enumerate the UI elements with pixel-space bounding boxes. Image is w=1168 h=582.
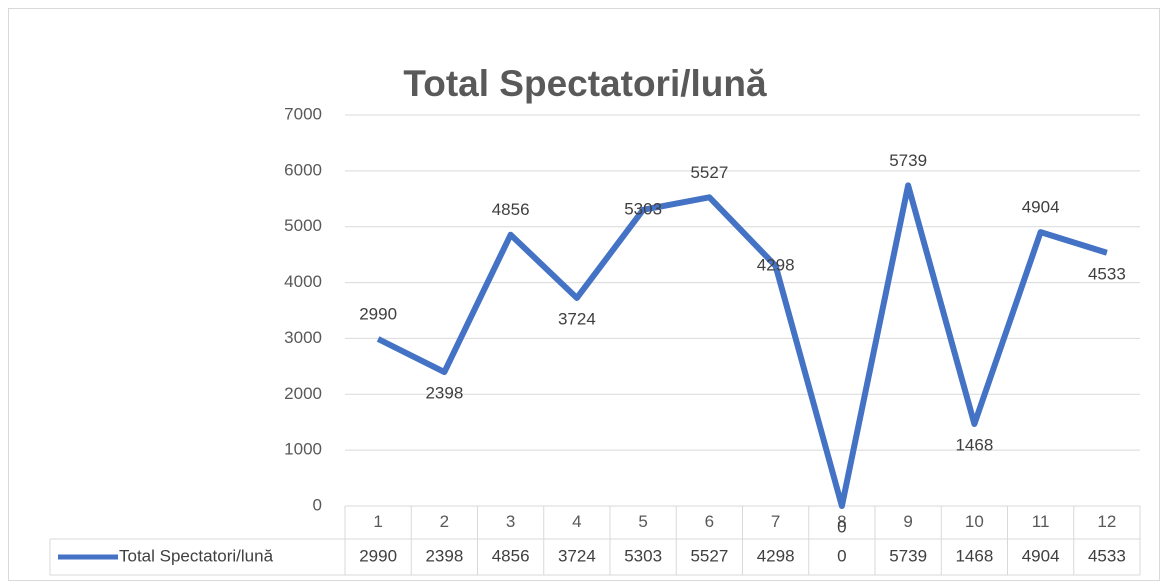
table-value: 2990 (359, 546, 397, 565)
table-value: 4298 (757, 546, 795, 565)
x-tick-label: 7 (771, 512, 780, 531)
table-value: 4904 (1022, 546, 1060, 565)
x-tick-label: 5 (638, 512, 647, 531)
legend-label: Total Spectatori/lună (119, 546, 274, 565)
x-tick-label: 6 (705, 512, 714, 531)
data-label: 5739 (889, 151, 927, 170)
data-label: 4533 (1088, 264, 1126, 283)
table-value: 2398 (425, 546, 463, 565)
chart-title: Total Spectatori/lună (403, 63, 767, 104)
x-tick-label: 12 (1097, 512, 1116, 531)
x-tick-label: 2 (440, 512, 449, 531)
x-tick-label: 3 (506, 512, 515, 531)
data-label: 2990 (359, 304, 397, 323)
x-tick-label: 4 (572, 512, 581, 531)
x-tick-label: 11 (1032, 512, 1050, 531)
y-tick-label: 7000 (284, 104, 322, 123)
table-value: 3724 (558, 546, 596, 565)
y-tick-label: 1000 (284, 440, 322, 459)
data-label: 2398 (425, 384, 463, 403)
table-value: 4533 (1088, 546, 1126, 565)
y-tick-label: 4000 (284, 272, 322, 291)
data-label: 4856 (492, 200, 530, 219)
data-label: 5527 (690, 163, 728, 182)
table-value: 4856 (492, 546, 530, 565)
table-value: 5527 (690, 546, 728, 565)
x-tick-label: 1 (373, 512, 382, 531)
y-tick-label: 5000 (284, 216, 322, 235)
table-value: 5739 (889, 546, 927, 565)
x-tick-label: 8 (837, 512, 846, 531)
x-tick-label: 9 (903, 512, 912, 531)
chart-border (8, 8, 1160, 581)
y-tick-label: 2000 (284, 384, 322, 403)
data-label: 0 (837, 517, 846, 536)
y-tick-label: 6000 (284, 160, 322, 179)
data-label: 4298 (757, 255, 795, 274)
table-value: 1468 (955, 546, 993, 565)
data-label: 3724 (558, 309, 596, 328)
data-label: 5303 (624, 199, 662, 218)
data-label: 1468 (955, 435, 993, 454)
series-line (376, 182, 1108, 509)
y-tick-label: 3000 (284, 328, 322, 347)
table-value: 0 (837, 546, 846, 565)
table-value: 5303 (624, 546, 662, 565)
y-tick-label: 0 (313, 495, 322, 514)
data-label: 4904 (1022, 198, 1060, 217)
x-tick-label: 10 (965, 512, 984, 531)
